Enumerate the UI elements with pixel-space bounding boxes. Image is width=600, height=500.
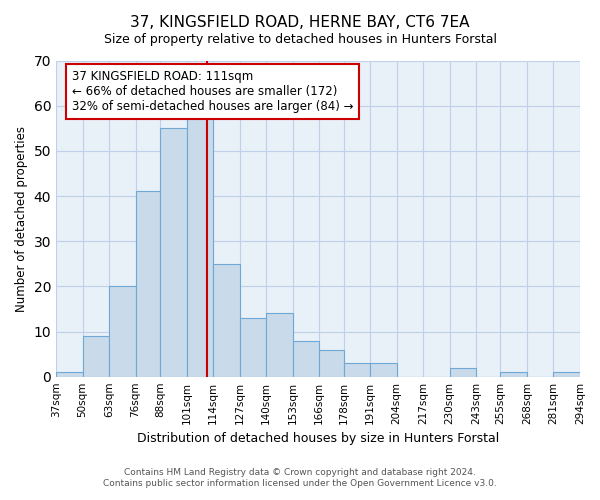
Y-axis label: Number of detached properties: Number of detached properties bbox=[15, 126, 28, 312]
Bar bbox=[553, 372, 580, 376]
Bar bbox=[344, 363, 370, 376]
Bar bbox=[160, 128, 187, 376]
Bar bbox=[56, 372, 83, 376]
Bar bbox=[500, 372, 527, 376]
Bar bbox=[266, 314, 293, 376]
Text: Size of property relative to detached houses in Hunters Forstal: Size of property relative to detached ho… bbox=[104, 32, 497, 46]
Text: 37, KINGSFIELD ROAD, HERNE BAY, CT6 7EA: 37, KINGSFIELD ROAD, HERNE BAY, CT6 7EA bbox=[130, 15, 470, 30]
X-axis label: Distribution of detached houses by size in Hunters Forstal: Distribution of detached houses by size … bbox=[137, 432, 499, 445]
Bar bbox=[449, 368, 476, 376]
Bar bbox=[370, 363, 397, 376]
Bar bbox=[293, 340, 319, 376]
Text: Contains HM Land Registry data © Crown copyright and database right 2024.
Contai: Contains HM Land Registry data © Crown c… bbox=[103, 468, 497, 487]
Bar bbox=[187, 114, 213, 376]
Bar bbox=[109, 286, 136, 376]
Bar bbox=[213, 264, 239, 376]
Bar bbox=[319, 350, 344, 376]
Bar bbox=[136, 192, 160, 376]
Bar bbox=[239, 318, 266, 376]
Text: 37 KINGSFIELD ROAD: 111sqm
← 66% of detached houses are smaller (172)
32% of sem: 37 KINGSFIELD ROAD: 111sqm ← 66% of deta… bbox=[72, 70, 353, 113]
Bar bbox=[83, 336, 109, 376]
